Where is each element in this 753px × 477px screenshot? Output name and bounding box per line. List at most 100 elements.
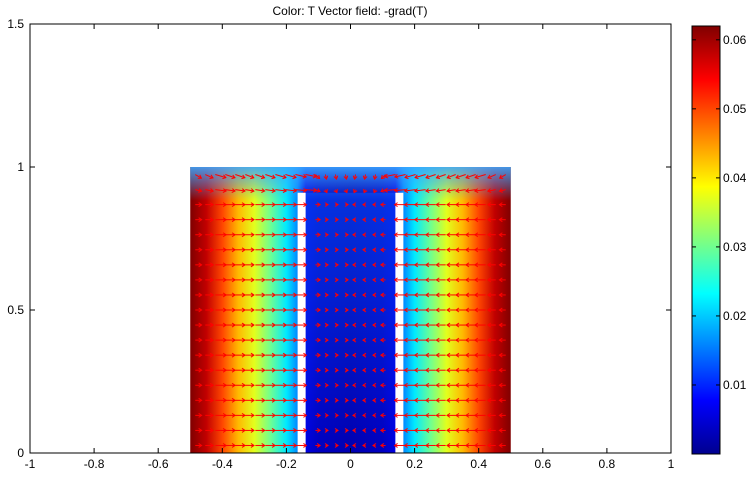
- vector-arrowhead: [498, 307, 503, 313]
- vector-arrowhead: [352, 202, 357, 208]
- vector-arrowhead: [379, 262, 385, 268]
- vector-arrowhead: [373, 188, 378, 194]
- vector-arrowhead: [362, 175, 368, 180]
- vector-arrowhead: [393, 292, 398, 298]
- vector-arrowhead: [446, 217, 451, 223]
- vector-arrowhead: [344, 202, 349, 208]
- vector-arrowhead: [403, 337, 408, 343]
- vector-arrowhead: [414, 174, 419, 180]
- vector-arrowhead: [446, 307, 451, 313]
- vector-arrowhead: [315, 174, 321, 180]
- vector-arrowhead: [380, 174, 386, 180]
- vector-arrowhead: [455, 247, 460, 253]
- x-tick-label: 1: [668, 457, 675, 471]
- vector-arrowhead: [455, 277, 460, 283]
- vector-arrowhead: [372, 202, 377, 208]
- vector-arrow: [235, 174, 246, 179]
- vector-arrowhead: [446, 367, 451, 373]
- vector-arrowhead: [403, 232, 408, 238]
- vector-arrowhead: [231, 262, 236, 268]
- vector-arrowhead: [362, 202, 367, 208]
- vector-arrowhead: [435, 352, 440, 358]
- vector-arrowhead: [343, 175, 349, 180]
- vector-arrowhead: [209, 262, 215, 268]
- vector-arrowhead: [198, 443, 203, 448]
- vector-arrowhead: [324, 412, 329, 418]
- vector-arrow: [425, 189, 436, 192]
- vector-arrowhead: [455, 322, 460, 328]
- vector-arrowhead: [198, 352, 203, 358]
- vector-arrowhead: [455, 382, 460, 388]
- vector-arrowhead: [324, 352, 329, 358]
- vector-arrowhead: [250, 277, 255, 283]
- vector-arrowhead: [292, 188, 298, 194]
- vector-arrow: [285, 174, 297, 179]
- vector-arrowhead: [271, 397, 276, 403]
- vector-arrowhead: [403, 277, 408, 283]
- vector-arrowhead: [261, 188, 266, 193]
- vector-arrowhead: [352, 247, 357, 253]
- vector-arrowhead: [231, 428, 236, 433]
- vector-arrowhead: [312, 187, 318, 193]
- vector-arrowhead: [241, 174, 246, 180]
- vector-arrow: [275, 189, 287, 192]
- vector-arrowhead: [498, 412, 503, 418]
- vector-arrow: [255, 174, 265, 179]
- chart-title: Color: T Vector field: -grad(T): [273, 4, 428, 18]
- vector-arrowhead: [498, 232, 503, 238]
- vector-arrowhead: [474, 232, 479, 238]
- vector-arrowhead: [446, 443, 451, 448]
- vector-arrowhead: [344, 292, 349, 298]
- vector-arrowhead: [403, 367, 408, 373]
- vector-arrowhead: [352, 175, 358, 180]
- vector-arrowhead: [393, 322, 398, 328]
- vector-arrowhead: [465, 367, 470, 373]
- vector-arrow: [487, 174, 496, 179]
- vector-arrowhead: [372, 217, 377, 223]
- vector-arrowhead: [362, 337, 367, 343]
- vector-arrowhead: [352, 307, 357, 313]
- vector-arrow: [235, 189, 246, 192]
- vector-arrowhead: [352, 428, 357, 433]
- vector-arrowhead: [324, 232, 329, 238]
- vector-arrowhead: [413, 397, 419, 403]
- vector-arrowhead: [455, 232, 460, 238]
- vector-arrowhead: [250, 412, 255, 418]
- vector-arrowhead: [465, 352, 470, 358]
- vector-arrowhead: [362, 292, 367, 298]
- vector-arrowhead: [334, 337, 339, 343]
- vector-arrowhead: [303, 382, 308, 388]
- vector-arrowhead: [393, 382, 398, 388]
- x-tick-label: -1: [25, 457, 36, 471]
- vector-arrowhead: [486, 443, 492, 448]
- vector-arrowhead: [241, 397, 246, 403]
- vector-arrowhead: [261, 428, 266, 433]
- vector-arrowhead: [455, 292, 460, 298]
- vector-arrowhead: [486, 307, 492, 313]
- vector-arrowhead: [271, 292, 276, 298]
- vector-arrowhead: [379, 292, 385, 298]
- vector-arrowhead: [198, 277, 203, 283]
- vector-arrowhead: [271, 174, 276, 180]
- vector-arrowhead: [198, 412, 203, 418]
- vector-arrowhead: [316, 202, 322, 208]
- vector-arrowhead: [413, 262, 419, 268]
- vector-arrowhead: [334, 382, 339, 388]
- vector-arrowhead: [198, 367, 203, 373]
- vector-arrowhead: [231, 188, 236, 193]
- vector-arrowhead: [271, 188, 276, 193]
- vector-arrowhead: [352, 337, 357, 343]
- vector-arrowhead: [271, 443, 276, 448]
- vector-arrowhead: [435, 217, 440, 223]
- vector-arrowhead: [425, 337, 430, 343]
- vector-arrowhead: [334, 428, 339, 433]
- vector-arrowhead: [302, 187, 308, 193]
- vector-arrowhead: [379, 337, 385, 343]
- vector-arrowhead: [455, 202, 460, 208]
- vector-arrowhead: [303, 412, 308, 418]
- vector-arrow: [265, 174, 276, 179]
- vector-arrowhead: [465, 428, 470, 433]
- vector-arrowhead: [261, 352, 266, 358]
- vector-arrowhead: [393, 277, 398, 283]
- vector-arrowhead: [372, 232, 377, 238]
